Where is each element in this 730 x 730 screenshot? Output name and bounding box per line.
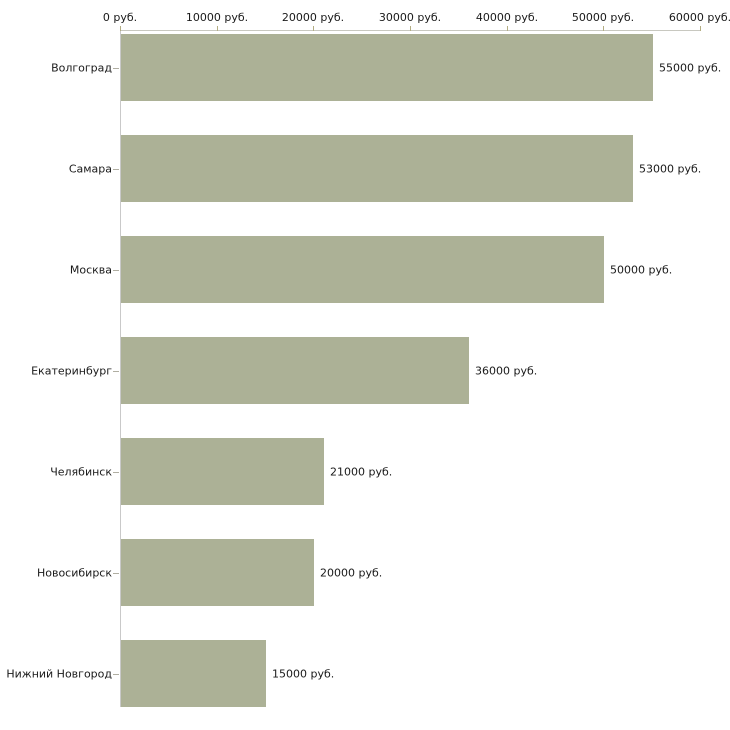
category-tick-mark	[113, 68, 119, 69]
category-label: Самара	[68, 162, 112, 176]
category-label: Волгоград	[51, 61, 112, 75]
category-label: Нижний Новгород	[6, 667, 112, 681]
category-tick-mark	[113, 573, 119, 574]
x-tick-label: 30000 руб.	[378, 11, 442, 24]
x-tick-mark	[217, 26, 218, 31]
x-tick-mark	[313, 26, 314, 31]
x-tick-label: 60000 руб.	[668, 11, 730, 24]
bar	[121, 135, 633, 202]
value-label: 50000 руб.	[610, 263, 673, 277]
x-tick-label: 40000 руб.	[475, 11, 539, 24]
category-label: Челябинск	[50, 465, 112, 479]
category-tick-mark	[113, 371, 119, 372]
value-label: 15000 руб.	[272, 667, 335, 681]
value-label: 55000 руб.	[659, 61, 722, 75]
category-label: Екатеринбург	[31, 364, 112, 378]
category-tick-mark	[113, 169, 119, 170]
x-tick-label: 20000 руб.	[281, 11, 345, 24]
value-label: 36000 руб.	[475, 364, 538, 378]
bar	[121, 539, 314, 606]
x-tick-label: 0 руб.	[102, 11, 138, 24]
bar	[121, 34, 653, 101]
x-tick-mark	[410, 26, 411, 31]
bar	[121, 438, 324, 505]
x-tick-mark	[120, 26, 121, 31]
category-label: Новосибирск	[36, 566, 112, 580]
bar	[121, 236, 604, 303]
x-tick-label: 50000 руб.	[571, 11, 635, 24]
value-label: 53000 руб.	[639, 162, 702, 176]
category-tick-mark	[113, 674, 119, 675]
x-tick-label: 10000 руб.	[185, 11, 249, 24]
category-tick-mark	[113, 270, 119, 271]
value-label: 21000 руб.	[330, 465, 393, 479]
x-tick-mark	[700, 26, 701, 31]
value-label: 20000 руб.	[320, 566, 383, 580]
x-tick-mark	[507, 26, 508, 31]
x-tick-mark	[603, 26, 604, 31]
bar	[121, 337, 469, 404]
category-label: Москва	[69, 263, 112, 277]
bar	[121, 640, 266, 707]
y-axis-line	[120, 30, 121, 707]
category-tick-mark	[113, 472, 119, 473]
